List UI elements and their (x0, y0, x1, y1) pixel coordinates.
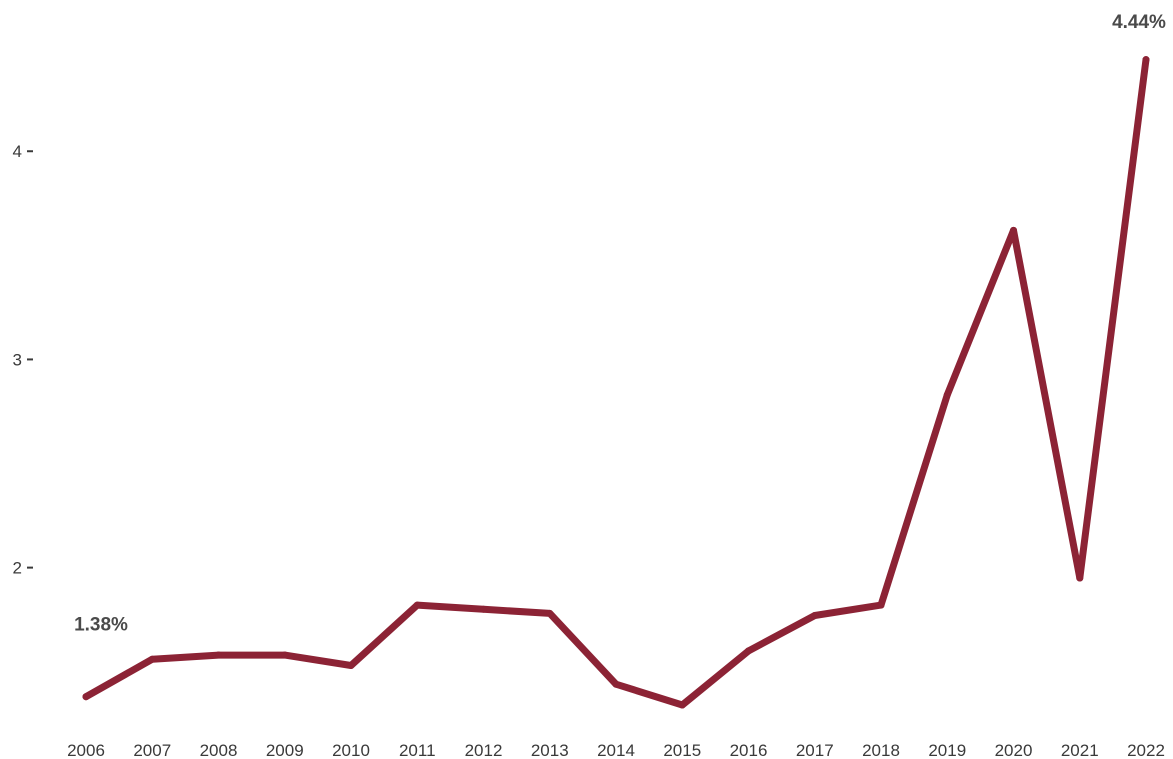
data-point-2011 (413, 601, 421, 609)
x-tick-label: 2013 (531, 741, 569, 759)
data-point-2022 (1142, 56, 1150, 64)
data-point-2013 (546, 609, 554, 617)
series-layer (82, 56, 1150, 709)
x-axis: 2006 2007 2008 2009 2010 2011 2012 2013 2014 2015… (67, 741, 1165, 759)
data-point-2018 (877, 601, 885, 609)
data-point-2015 (678, 701, 686, 709)
x-tick-label: 2020 (995, 741, 1033, 759)
data-point-2006 (82, 693, 90, 701)
x-tick-label: 2009 (266, 741, 304, 759)
x-tick-label: 2018 (862, 741, 900, 759)
data-point-2021 (1076, 574, 1084, 582)
data-point-2009 (281, 651, 289, 659)
data-point-2016 (745, 647, 752, 655)
y-axis: 2 3 4 (13, 142, 33, 578)
annotation-layer: 1.38% 4.44% (74, 12, 1166, 636)
x-tick-label: 2007 (133, 741, 171, 759)
x-tick-label: 2012 (465, 741, 503, 759)
data-point-2010 (347, 661, 355, 669)
data-point-2019 (943, 391, 951, 399)
y-tick-label: 2 (13, 559, 22, 578)
y-tick-label: 3 (13, 350, 22, 369)
x-tick-label: 2011 (399, 741, 436, 759)
x-tick-label: 2010 (332, 741, 370, 759)
x-tick-label: 2021 (1061, 741, 1099, 759)
x-tick-label: 2017 (796, 741, 834, 759)
x-tick-label: 2008 (200, 741, 238, 759)
data-label-2006: 1.38% (74, 615, 128, 636)
x-tick-label: 2006 (67, 741, 105, 759)
x-tick-label: 2015 (663, 741, 701, 759)
data-point-2017 (811, 611, 819, 619)
data-point-2014 (612, 680, 620, 688)
x-tick-label: 2022 (1127, 741, 1165, 759)
x-tick-label: 2019 (928, 741, 966, 759)
data-point-2007 (148, 655, 156, 663)
data-point-2012 (480, 605, 487, 613)
y-tick-label: 4 (13, 142, 22, 161)
data-point-2020 (1010, 226, 1017, 234)
x-tick-label: 2014 (597, 741, 635, 759)
series-line (82, 56, 1150, 709)
x-tick-label: 2016 (730, 741, 768, 759)
data-point-2008 (215, 651, 222, 659)
data-label-2022: 4.44% (1112, 12, 1166, 33)
